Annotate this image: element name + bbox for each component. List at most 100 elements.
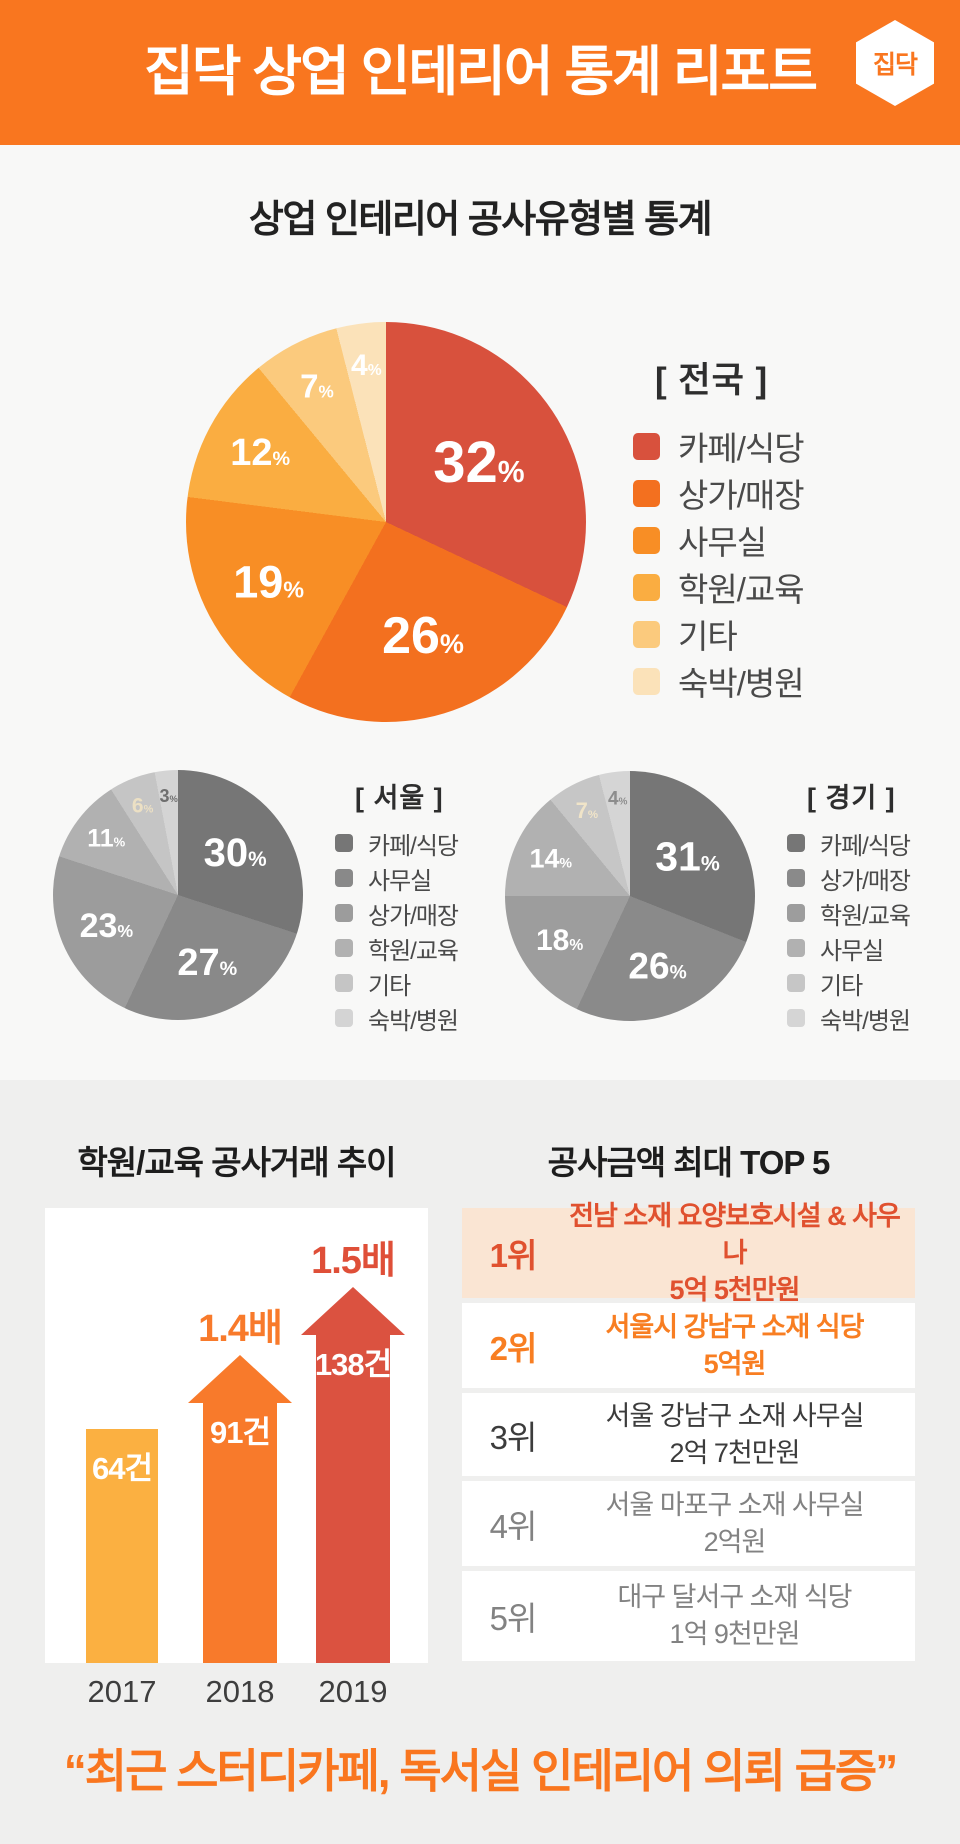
legend-title: [ 경기 ] (807, 783, 896, 813)
top5-rank: 4위 (489, 1507, 538, 1545)
top5-description: 서울시 강남구 소재 식당 5억원 (605, 1311, 865, 1379)
legend-label: 카페/식당 (368, 832, 459, 860)
legend-label: 카페/식당 (678, 430, 805, 467)
legend-item: 카페/식당 (633, 429, 805, 467)
bar-multiplier-label: 1.5배 (311, 1240, 396, 1282)
legend-item: 상가/매장 (633, 476, 805, 514)
bar-2018: 91건 1.4배 (188, 1308, 292, 1663)
bottom-quote: “최근 스터디카페, 독서실 인테리어 의뢰 급증” (63, 1745, 898, 1797)
legend-swatch (335, 1009, 353, 1027)
legend-swatch (633, 667, 660, 695)
legend-item: 기타 (787, 971, 910, 1000)
legend-item: 카페/식당 (335, 831, 459, 860)
legend-item: 학원/교육 (633, 570, 805, 608)
pie-chart-national: 32% 26% 19% 12% 7% 4% (186, 322, 586, 722)
legend-label: 사무실 (678, 524, 767, 561)
pie-slice-label: 7% (300, 367, 334, 405)
legend-title: [ 서울 ] (355, 783, 444, 813)
top5-description: 전남 소재 요양보호시설 & 사우나 5억 5천만원 (569, 1200, 901, 1305)
legend-item: 기타 (633, 617, 804, 655)
pie-slice-label: 12% (230, 431, 291, 474)
top5-row: 4위 서울 마포구 소재 사무실 2억원 (462, 1481, 915, 1566)
legend-label: 숙박/병원 (820, 1007, 911, 1035)
pie-slice-label: 27% (177, 941, 238, 984)
legend-label: 상가/매장 (368, 902, 459, 930)
bar-value-label: 91건 (209, 1415, 271, 1450)
top5-table: 1위 전남 소재 요양보호시설 & 사우나 5억 5천만원 2위 서울시 강남구 소재 … (462, 1201, 915, 1666)
legend-swatch (335, 904, 353, 922)
legend-swatch (787, 1009, 805, 1027)
pie-slice-label: 32% (433, 430, 525, 496)
top5-row: 2위 서울시 강남구 소재 식당 5억원 (462, 1303, 915, 1388)
legend-item: 숙박/병원 (633, 664, 805, 702)
legend-label: 학원/교육 (368, 937, 459, 965)
bar-value-label: 64건 (91, 1451, 153, 1486)
bar-multiplier-label: 1.4배 (198, 1308, 283, 1350)
legend-label: 카페/식당 (820, 832, 911, 860)
legend-swatch (787, 939, 805, 957)
pie-section-title: 상업 인테리어 공사유형별 통계 (248, 199, 713, 241)
legend-item: 상가/매장 (335, 901, 459, 930)
legend-title: [ 전국 ] (655, 361, 769, 400)
legend-item: 사무실 (633, 523, 804, 561)
legend-item: 기타 (335, 971, 458, 1000)
legend-item: 학원/교육 (787, 901, 911, 930)
x-axis-year: 2017 (87, 1674, 157, 1709)
bar-value-label: 138건 (314, 1347, 392, 1382)
top5-row: 1위 전남 소재 요양보호시설 & 사우나 5억 5천만원 (462, 1201, 915, 1305)
pie-slice-label: 3% (159, 786, 178, 807)
top5-rank: 1위 (489, 1237, 538, 1274)
legend-label: 숙박/병원 (678, 665, 805, 702)
zipdoc-logo-text: 집닥 (872, 51, 918, 79)
top5-rank: 2위 (489, 1329, 538, 1367)
legend-swatch (633, 573, 660, 601)
legend-swatch (633, 620, 660, 648)
legend-item: 상가/매장 (787, 866, 911, 895)
bar-chart-panel: 64건 91건 1.4배 138건 1.5배 (45, 1208, 428, 1663)
legend-item: 학원/교육 (335, 936, 459, 965)
legend-label: 상가/매장 (678, 477, 805, 514)
legend-item: 숙박/병원 (335, 1006, 459, 1035)
legend-item: 사무실 (335, 866, 458, 895)
legend-label: 학원/교육 (820, 902, 911, 930)
pie-slice-label: 4% (351, 349, 382, 383)
legend-label: 학원/교육 (678, 571, 805, 608)
pie-slice-label: 4% (607, 788, 628, 810)
legend-swatch (335, 974, 353, 992)
pie-slice-label: 31% (655, 833, 720, 880)
top5-title: 공사금액 최대 TOP 5 (547, 1144, 831, 1181)
legend-label: 기타 (368, 972, 411, 1000)
pie-slice-label: 18% (535, 923, 584, 957)
top5-rank: 3위 (489, 1418, 538, 1456)
legend-swatch (787, 869, 805, 887)
legend-swatch (633, 432, 660, 460)
bar-2017: 64건 (86, 1429, 158, 1663)
x-axis-year: 2018 (205, 1674, 275, 1709)
legend-swatch (787, 974, 805, 992)
legend-swatch (335, 939, 353, 957)
pie-slice-label: 26% (628, 945, 687, 987)
top5-row: 5위 대구 달서구 소재 식당 1억 9천만원 (462, 1571, 915, 1661)
pie-slice-label: 30% (203, 831, 267, 876)
top5-description: 대구 달서구 소재 식당 1억 9천만원 (617, 1582, 852, 1649)
page-title: 집닥 상업 인테리어 통계 리포트 (144, 42, 818, 102)
bar-body (86, 1429, 158, 1663)
arrow-head (301, 1287, 405, 1335)
legend-swatch (787, 834, 805, 852)
legend-swatch (335, 834, 353, 852)
x-axis-year: 2019 (318, 1674, 388, 1709)
top5-rank: 5위 (489, 1600, 538, 1637)
top5-description: 서울 강남구 소재 사무실 2억 7천만원 (605, 1400, 865, 1468)
arrow-stem (203, 1403, 277, 1663)
pie-slice-label: 6% (131, 794, 154, 818)
pie-chart-gyeonggi: 31% 26% 18% 14% 7% 4% (505, 771, 755, 1021)
legend-swatch (787, 904, 805, 922)
legend-swatch (633, 526, 660, 554)
pie-slice-label: 26% (382, 606, 464, 665)
arrow-head (188, 1355, 292, 1403)
bar-chart-title: 학원/교육 공사거래 추이 (77, 1144, 396, 1181)
top5-description: 서울 마포구 소재 사무실 2억원 (605, 1489, 865, 1557)
